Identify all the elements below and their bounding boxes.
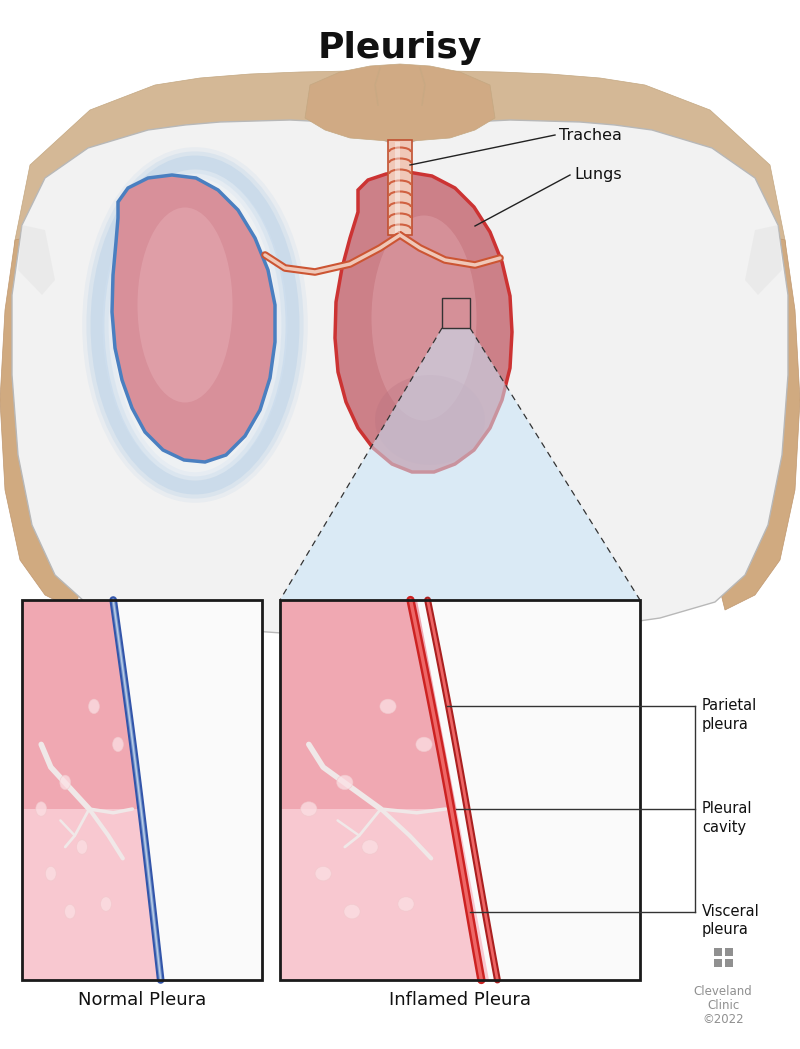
Bar: [714, 948, 722, 956]
Bar: [22, 600, 262, 980]
Polygon shape: [18, 224, 55, 295]
Ellipse shape: [301, 801, 317, 816]
Bar: [725, 959, 733, 967]
Text: Clinic: Clinic: [707, 999, 739, 1012]
Ellipse shape: [371, 215, 477, 421]
Bar: [714, 959, 722, 967]
Polygon shape: [114, 600, 262, 980]
Ellipse shape: [398, 897, 414, 912]
Ellipse shape: [315, 866, 331, 881]
Ellipse shape: [375, 374, 485, 465]
Bar: [22, 809, 262, 980]
Text: Inflamed Pleura: Inflamed Pleura: [389, 991, 531, 1009]
Bar: [725, 948, 733, 956]
Polygon shape: [10, 70, 790, 630]
Ellipse shape: [344, 904, 360, 919]
Ellipse shape: [77, 840, 87, 854]
Ellipse shape: [60, 775, 70, 790]
Bar: [395, 142, 400, 233]
Text: Pleurisy: Pleurisy: [318, 31, 482, 65]
Polygon shape: [112, 175, 275, 462]
Bar: [280, 600, 640, 980]
Ellipse shape: [380, 700, 396, 713]
Bar: [280, 809, 640, 980]
Text: Pleural
cavity: Pleural cavity: [702, 801, 753, 835]
Text: Trachea: Trachea: [559, 128, 622, 143]
Polygon shape: [720, 235, 800, 611]
Ellipse shape: [416, 737, 432, 752]
Polygon shape: [280, 328, 640, 600]
Ellipse shape: [138, 208, 233, 403]
Ellipse shape: [113, 737, 123, 752]
Text: Normal Pleura: Normal Pleura: [78, 991, 206, 1009]
Polygon shape: [417, 600, 640, 980]
Polygon shape: [745, 224, 782, 295]
Polygon shape: [12, 120, 788, 638]
Text: ©2022: ©2022: [702, 1013, 744, 1026]
Ellipse shape: [102, 170, 287, 480]
Polygon shape: [335, 172, 512, 472]
Polygon shape: [0, 235, 80, 611]
Polygon shape: [305, 64, 495, 142]
Ellipse shape: [46, 866, 56, 881]
Text: Parietal
pleura: Parietal pleura: [702, 699, 758, 732]
Bar: [22, 600, 262, 980]
Ellipse shape: [362, 840, 378, 854]
Ellipse shape: [101, 897, 111, 912]
Ellipse shape: [337, 775, 353, 790]
Text: Cleveland: Cleveland: [694, 985, 752, 998]
Ellipse shape: [36, 801, 46, 816]
Bar: [442, 298, 470, 328]
Bar: [388, 140, 412, 235]
Text: Lungs: Lungs: [574, 168, 622, 183]
Bar: [280, 600, 640, 980]
Text: Visceral
pleura: Visceral pleura: [702, 903, 760, 937]
Ellipse shape: [89, 700, 99, 713]
Ellipse shape: [65, 904, 75, 919]
